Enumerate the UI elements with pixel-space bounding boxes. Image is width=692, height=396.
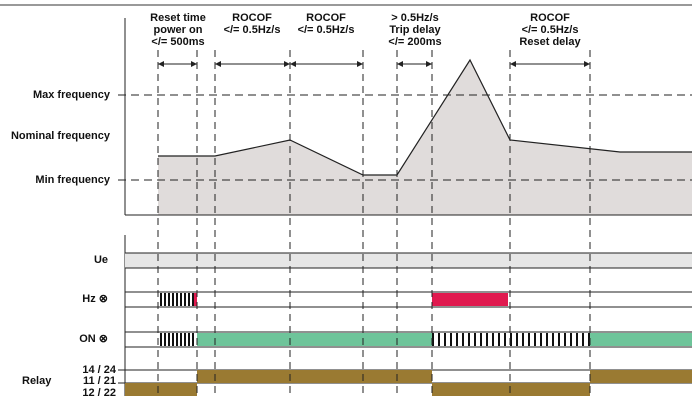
hz-label: Hz ⊗ xyxy=(82,293,108,305)
ue-bar xyxy=(125,253,692,268)
annotation: Reset delay xyxy=(519,36,581,48)
annotation: </= 0.5Hz/s xyxy=(522,24,579,36)
hz-red-bar xyxy=(432,293,508,306)
row-lines xyxy=(118,252,692,384)
on-green xyxy=(197,333,432,346)
annotation: > 0.5Hz/s xyxy=(391,12,438,24)
max-label: Max frequency xyxy=(33,89,111,101)
frequency-area xyxy=(158,60,692,215)
relay-label: Relay xyxy=(22,375,52,387)
annotation: </= 500ms xyxy=(151,36,204,48)
annotation: Trip delay xyxy=(389,24,441,36)
ue-label: Ue xyxy=(94,254,108,266)
contact-label: 14 / 24 xyxy=(82,364,117,376)
annotation: ROCOF xyxy=(306,12,346,24)
relay-bars xyxy=(125,370,692,396)
contact-label: 12 / 22 xyxy=(82,387,116,396)
on-blink xyxy=(432,333,590,346)
contact-label: 11 / 21 xyxy=(83,375,116,387)
on-hatch xyxy=(158,333,195,346)
annotation: </= 0.5Hz/s xyxy=(298,24,355,36)
annotation: </= 0.5Hz/s xyxy=(224,24,281,36)
nominal-label: Nominal frequency xyxy=(11,130,111,142)
hz-red-small xyxy=(194,293,197,306)
annotation: ROCOF xyxy=(530,12,570,24)
annotation: </= 200ms xyxy=(388,36,441,48)
min-label: Min frequency xyxy=(35,174,110,186)
annotation: power on xyxy=(154,24,203,36)
on-label: ON ⊗ xyxy=(79,333,108,345)
annotation: ROCOF xyxy=(232,12,272,24)
hz-hatch xyxy=(158,293,194,306)
on-green-2 xyxy=(590,333,692,346)
annotation: Reset time xyxy=(150,12,206,24)
